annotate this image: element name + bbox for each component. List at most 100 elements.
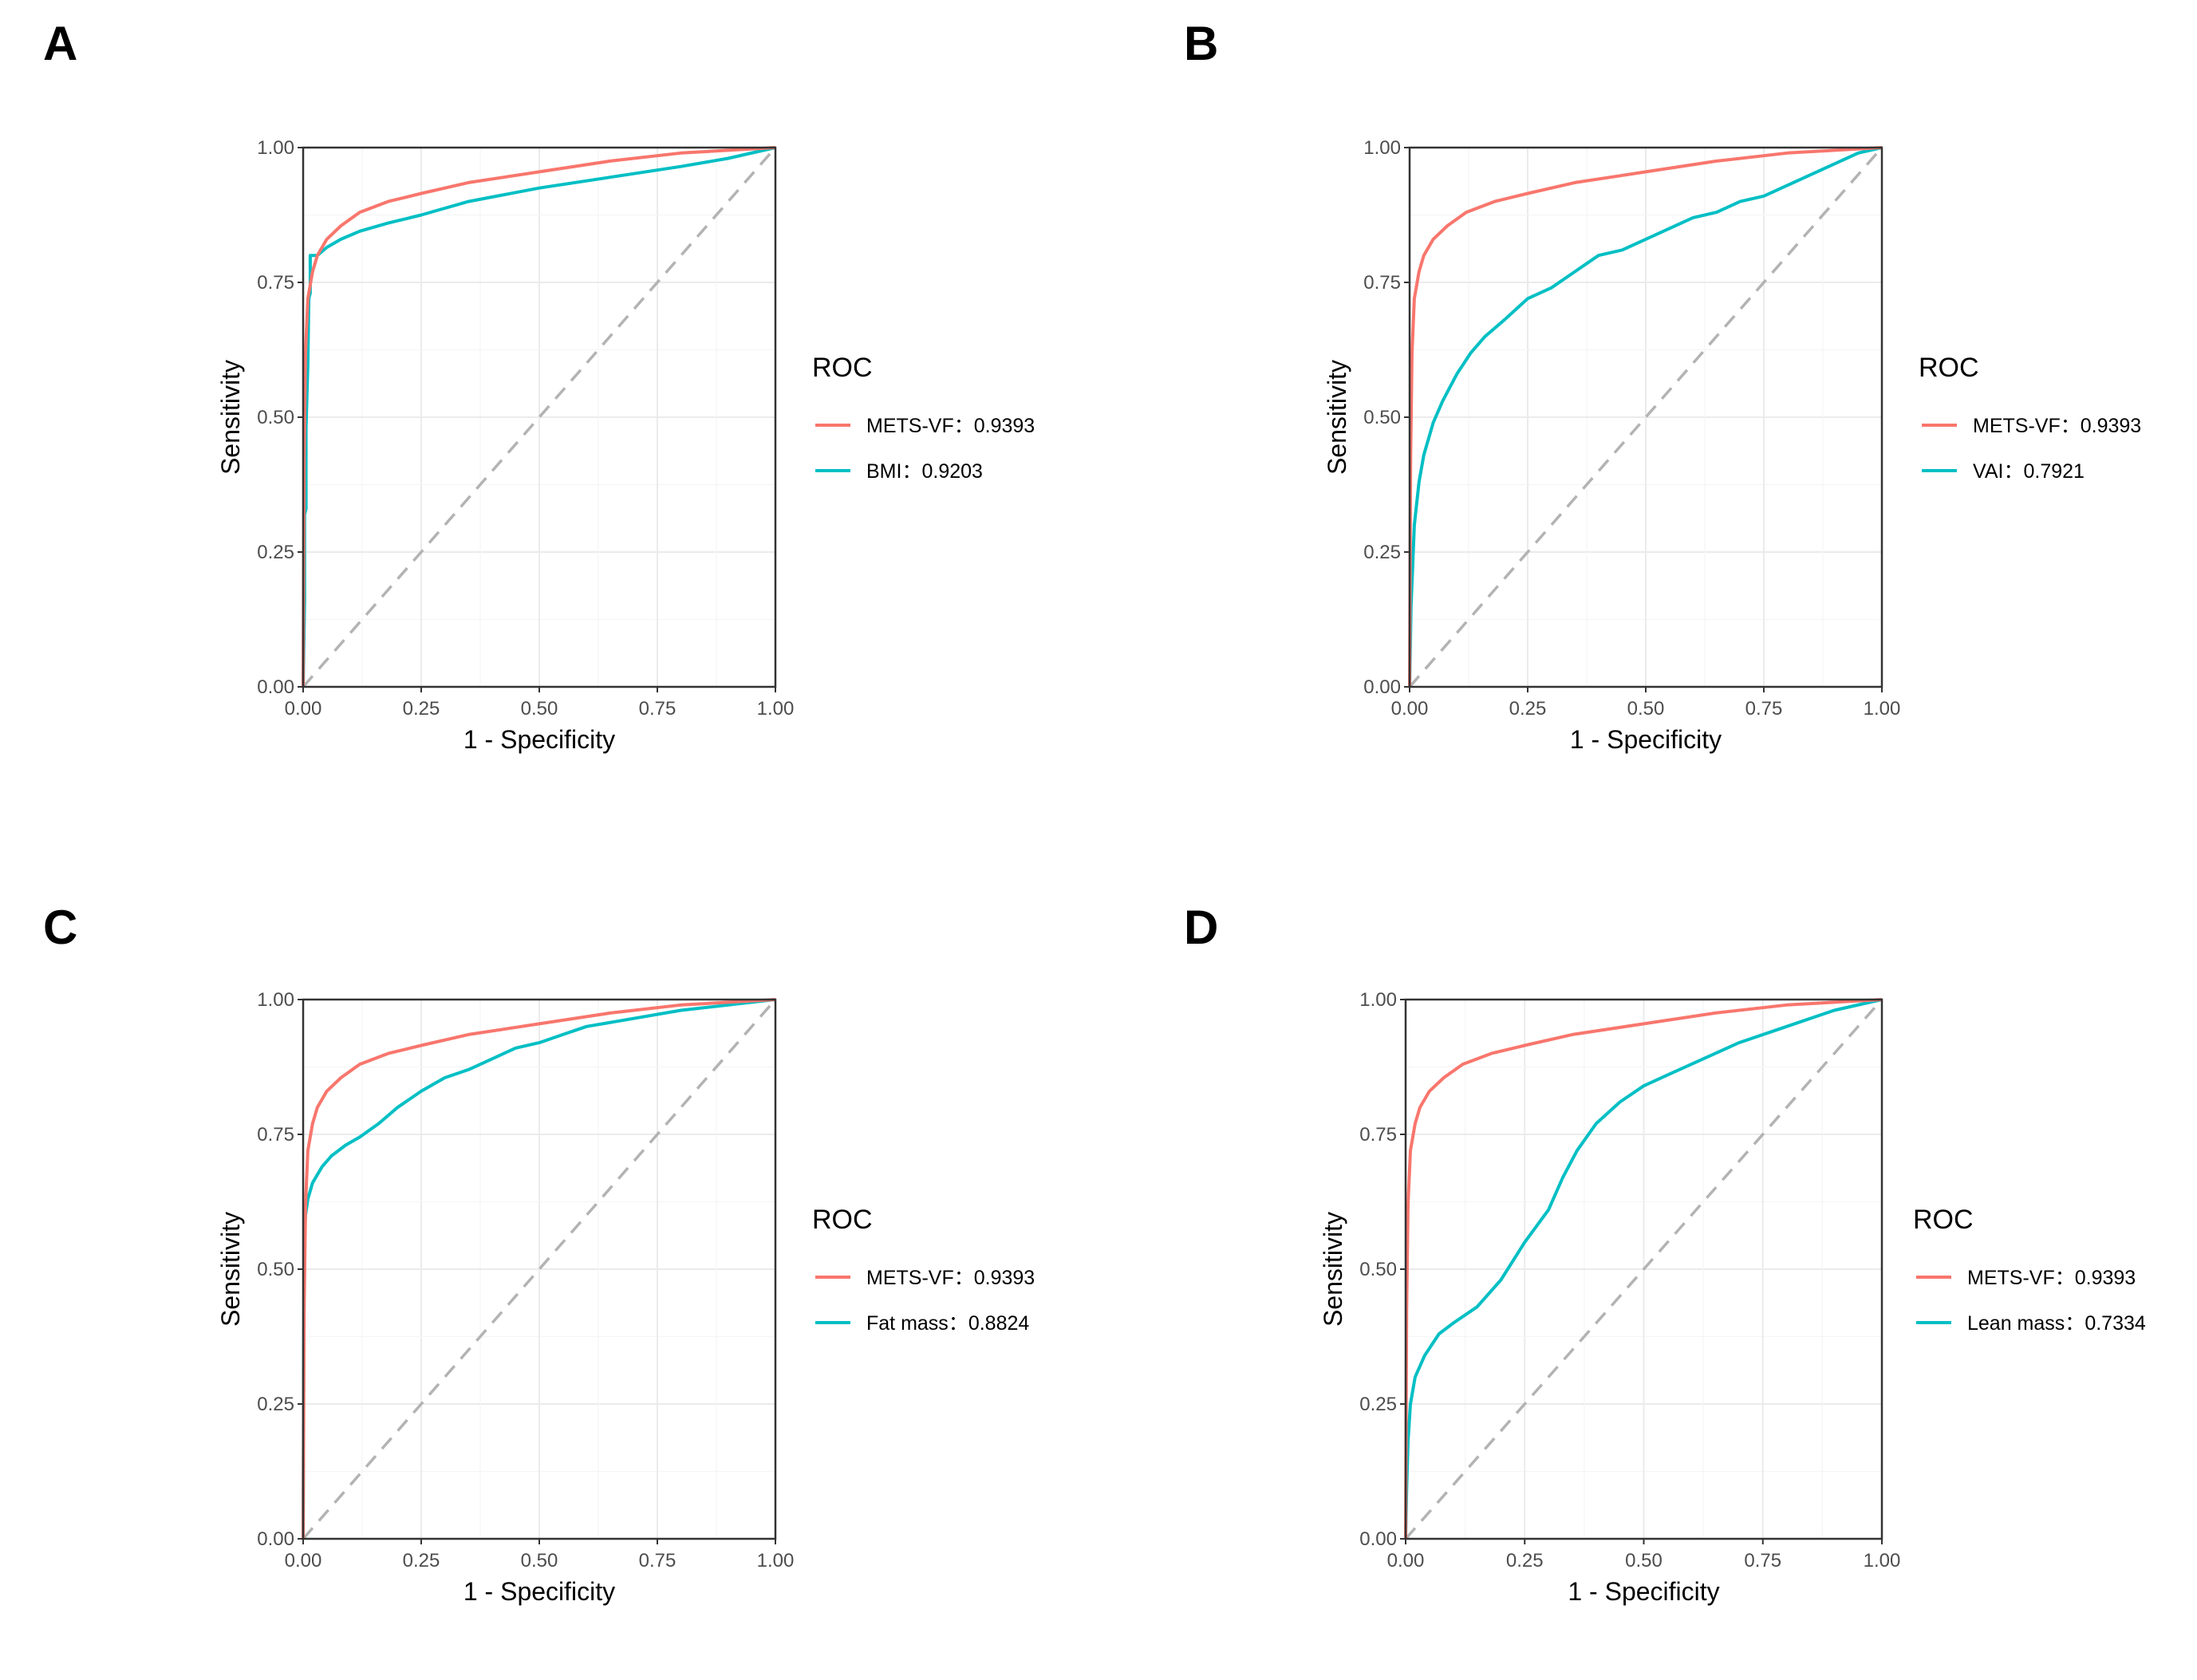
legend-series-name: METS-VF: [1967, 1267, 2055, 1289]
legend-separator: ：: [949, 1312, 968, 1335]
y-tick-label: 0.00: [257, 1528, 294, 1550]
x-tick-label: 0.75: [639, 1550, 676, 1572]
legend-series-name: BMI: [866, 460, 901, 483]
legend-series-name: Lean mass: [1967, 1312, 2065, 1335]
roc-curve-vai: [1408, 146, 1883, 688]
y-axis-title: Sensitivity: [216, 1212, 245, 1327]
y-tick-label: 0.25: [257, 1394, 294, 1415]
x-axis-title: 1 - Specificity: [1568, 1577, 1719, 1606]
legend-label: METS-VF：0.9393: [1973, 415, 2141, 437]
legend-label: METS-VF：0.9393: [866, 1267, 1035, 1289]
x-tick-label: 0.50: [1627, 698, 1665, 720]
panel-c: C 0.000.00 0.25 0.25 0.50 0.50 0.75 0.75 1.00 1.0…: [43, 901, 1035, 1606]
legend-series-name: METS-VF: [866, 1267, 954, 1289]
legend-series-name: METS-VF: [866, 415, 954, 437]
legend-separator: ：: [2055, 1267, 2075, 1289]
y-tick-label: 0.75: [1363, 272, 1401, 294]
x-tick-label: 0.25: [1509, 698, 1547, 720]
y-tick-label: 1.00: [1363, 137, 1401, 159]
legend-separator: ：: [2003, 460, 2023, 483]
x-tick-label: 0.50: [1625, 1550, 1663, 1572]
x-tick-label: 0.00: [1387, 1550, 1425, 1572]
x-tick-label: 0.75: [639, 698, 676, 720]
x-tick-label: 1.00: [1864, 698, 1901, 720]
legend-label: METS-VF：0.9393: [866, 415, 1035, 437]
panel-a: A 0.000.00 0.25 0.25 0.50 0.50 0.75 0.75 1.00 1.0…: [43, 17, 1035, 754]
y-axis-title: Sensitivity: [216, 360, 245, 475]
x-tick-label: 0.50: [521, 698, 558, 720]
reference-diagonal: [1404, 998, 1883, 1540]
y-tick-label: 0.50: [1363, 407, 1401, 428]
legend-separator: ：: [2061, 415, 2081, 437]
y-tick-label: 0.25: [257, 542, 294, 563]
y-tick-label: 0.00: [1359, 1528, 1397, 1550]
x-tick-label: 0.00: [285, 698, 322, 720]
x-tick-label: 0.75: [1745, 698, 1783, 720]
x-tick-label: 1.00: [757, 698, 795, 720]
roc-curve-mets-vf: [302, 146, 776, 688]
legend-auc: 0.9393: [2081, 415, 2141, 437]
panel-d: D 0.000.00 0.25 0.25 0.50 0.50 0.75 0.75 1.00 1.0…: [1184, 901, 2146, 1606]
legend-auc: 0.7334: [2085, 1312, 2146, 1335]
legend-series-name: METS-VF: [1973, 415, 2061, 437]
x-axis-title: 1 - Specificity: [1570, 725, 1722, 754]
y-tick-label: 0.75: [1359, 1124, 1397, 1146]
x-tick-label: 0.00: [285, 1550, 322, 1572]
roc-curve-fat-mass: [302, 998, 776, 1540]
x-tick-label: 1.00: [757, 1550, 795, 1572]
grid: [302, 147, 776, 688]
legend-label: Lean mass：0.7334: [1967, 1312, 2146, 1335]
legend-title: ROC: [1919, 353, 1979, 383]
legend-title: ROC: [812, 1205, 873, 1235]
legend-title: ROC: [1913, 1205, 1974, 1235]
legend-separator: ：: [901, 460, 921, 483]
roc-curve-mets-vf: [302, 998, 776, 1540]
legend-auc: 0.8824: [968, 1312, 1030, 1335]
y-tick-label: 0.50: [1359, 1259, 1397, 1280]
legend-label: BMI：0.9203: [866, 460, 983, 483]
panel-letter: C: [43, 901, 77, 954]
y-tick-label: 0.75: [257, 272, 294, 294]
panel-letter: D: [1184, 901, 1218, 954]
x-tick-label: 0.25: [403, 698, 440, 720]
legend-title: ROC: [812, 353, 873, 383]
x-tick-label: 0.25: [403, 1550, 440, 1572]
legend-label: Fat mass：0.8824: [866, 1312, 1029, 1335]
x-tick-label: 0.00: [1391, 698, 1429, 720]
roc-curve-mets-vf: [1408, 146, 1883, 688]
y-tick-label: 0.50: [257, 1259, 294, 1280]
legend-label: METS-VF：0.9393: [1967, 1267, 2136, 1289]
y-tick-label: 0.25: [1363, 542, 1401, 563]
panel-b: B 0.000.00 0.25 0.25 0.50 0.50 0.75 0.75 1.00 1.0…: [1184, 17, 2141, 754]
legend-separator: ：: [2065, 1312, 2085, 1335]
y-axis-title: Sensitivity: [1319, 1212, 1347, 1327]
legend-label: VAI：0.7921: [1973, 460, 2085, 483]
y-tick-label: 1.00: [1359, 989, 1397, 1011]
y-tick-label: 0.50: [257, 407, 294, 428]
y-tick-label: 0.00: [257, 676, 294, 698]
y-tick-label: 0.25: [1359, 1394, 1397, 1415]
y-tick-label: 0.75: [257, 1124, 294, 1146]
y-tick-label: 1.00: [257, 137, 294, 159]
panel-letter: B: [1184, 17, 1218, 70]
legend-separator: ：: [954, 415, 974, 437]
legend-auc: 0.7921: [2023, 460, 2084, 483]
legend-series-name: Fat mass: [866, 1312, 949, 1335]
roc-curve-lean-mass: [1404, 998, 1883, 1540]
legend-auc: 0.9393: [2075, 1267, 2136, 1289]
x-axis-title: 1 - Specificity: [463, 725, 615, 754]
y-axis-title: Sensitivity: [1323, 360, 1351, 475]
legend-auc: 0.9393: [974, 415, 1035, 437]
panel-letter: A: [43, 17, 77, 70]
roc-curve-mets-vf: [1404, 998, 1883, 1540]
x-axis-title: 1 - Specificity: [463, 1577, 615, 1606]
legend-series-name: VAI: [1973, 460, 2003, 483]
legend-auc: 0.9203: [921, 460, 982, 483]
roc-curve-bmi: [302, 146, 776, 688]
legend-auc: 0.9393: [974, 1267, 1035, 1289]
